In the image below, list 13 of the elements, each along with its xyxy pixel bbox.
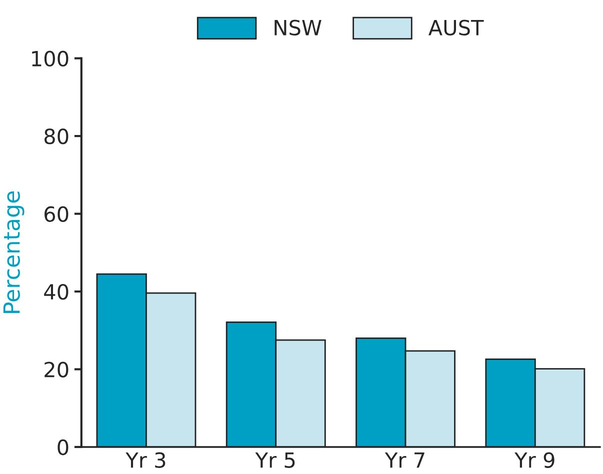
y-tick-label: 100 <box>32 50 68 67</box>
x-tick-label: Yr 7 <box>384 452 424 468</box>
legend-label: AUST <box>428 20 484 36</box>
x-tick-label: Yr 9 <box>514 452 554 468</box>
y-tick-label: 60 <box>44 206 68 222</box>
y-tick-label: 20 <box>44 362 68 378</box>
x-tick-label: Yr 3 <box>126 452 166 468</box>
y-axis-title: Percentage <box>3 191 24 313</box>
x-tick-label: Yr 5 <box>255 452 295 468</box>
y-tick-label: 80 <box>44 128 68 144</box>
y-tick-label: 40 <box>44 284 68 300</box>
y-tick-label: 0 <box>58 439 68 456</box>
legend-label: NSW <box>274 20 322 36</box>
